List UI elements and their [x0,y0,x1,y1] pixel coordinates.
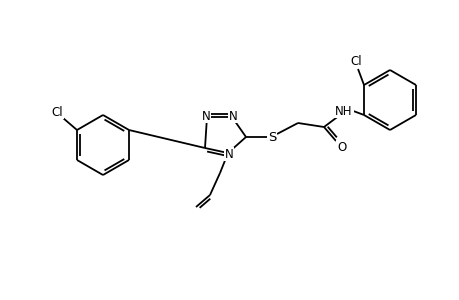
Text: O: O [336,140,346,154]
Text: Cl: Cl [51,106,63,118]
Text: Cl: Cl [349,55,361,68]
Text: N: N [228,110,237,122]
Text: N: N [224,148,233,160]
Text: N: N [201,110,210,122]
Text: S: S [267,130,275,143]
Text: NH: NH [335,104,352,118]
